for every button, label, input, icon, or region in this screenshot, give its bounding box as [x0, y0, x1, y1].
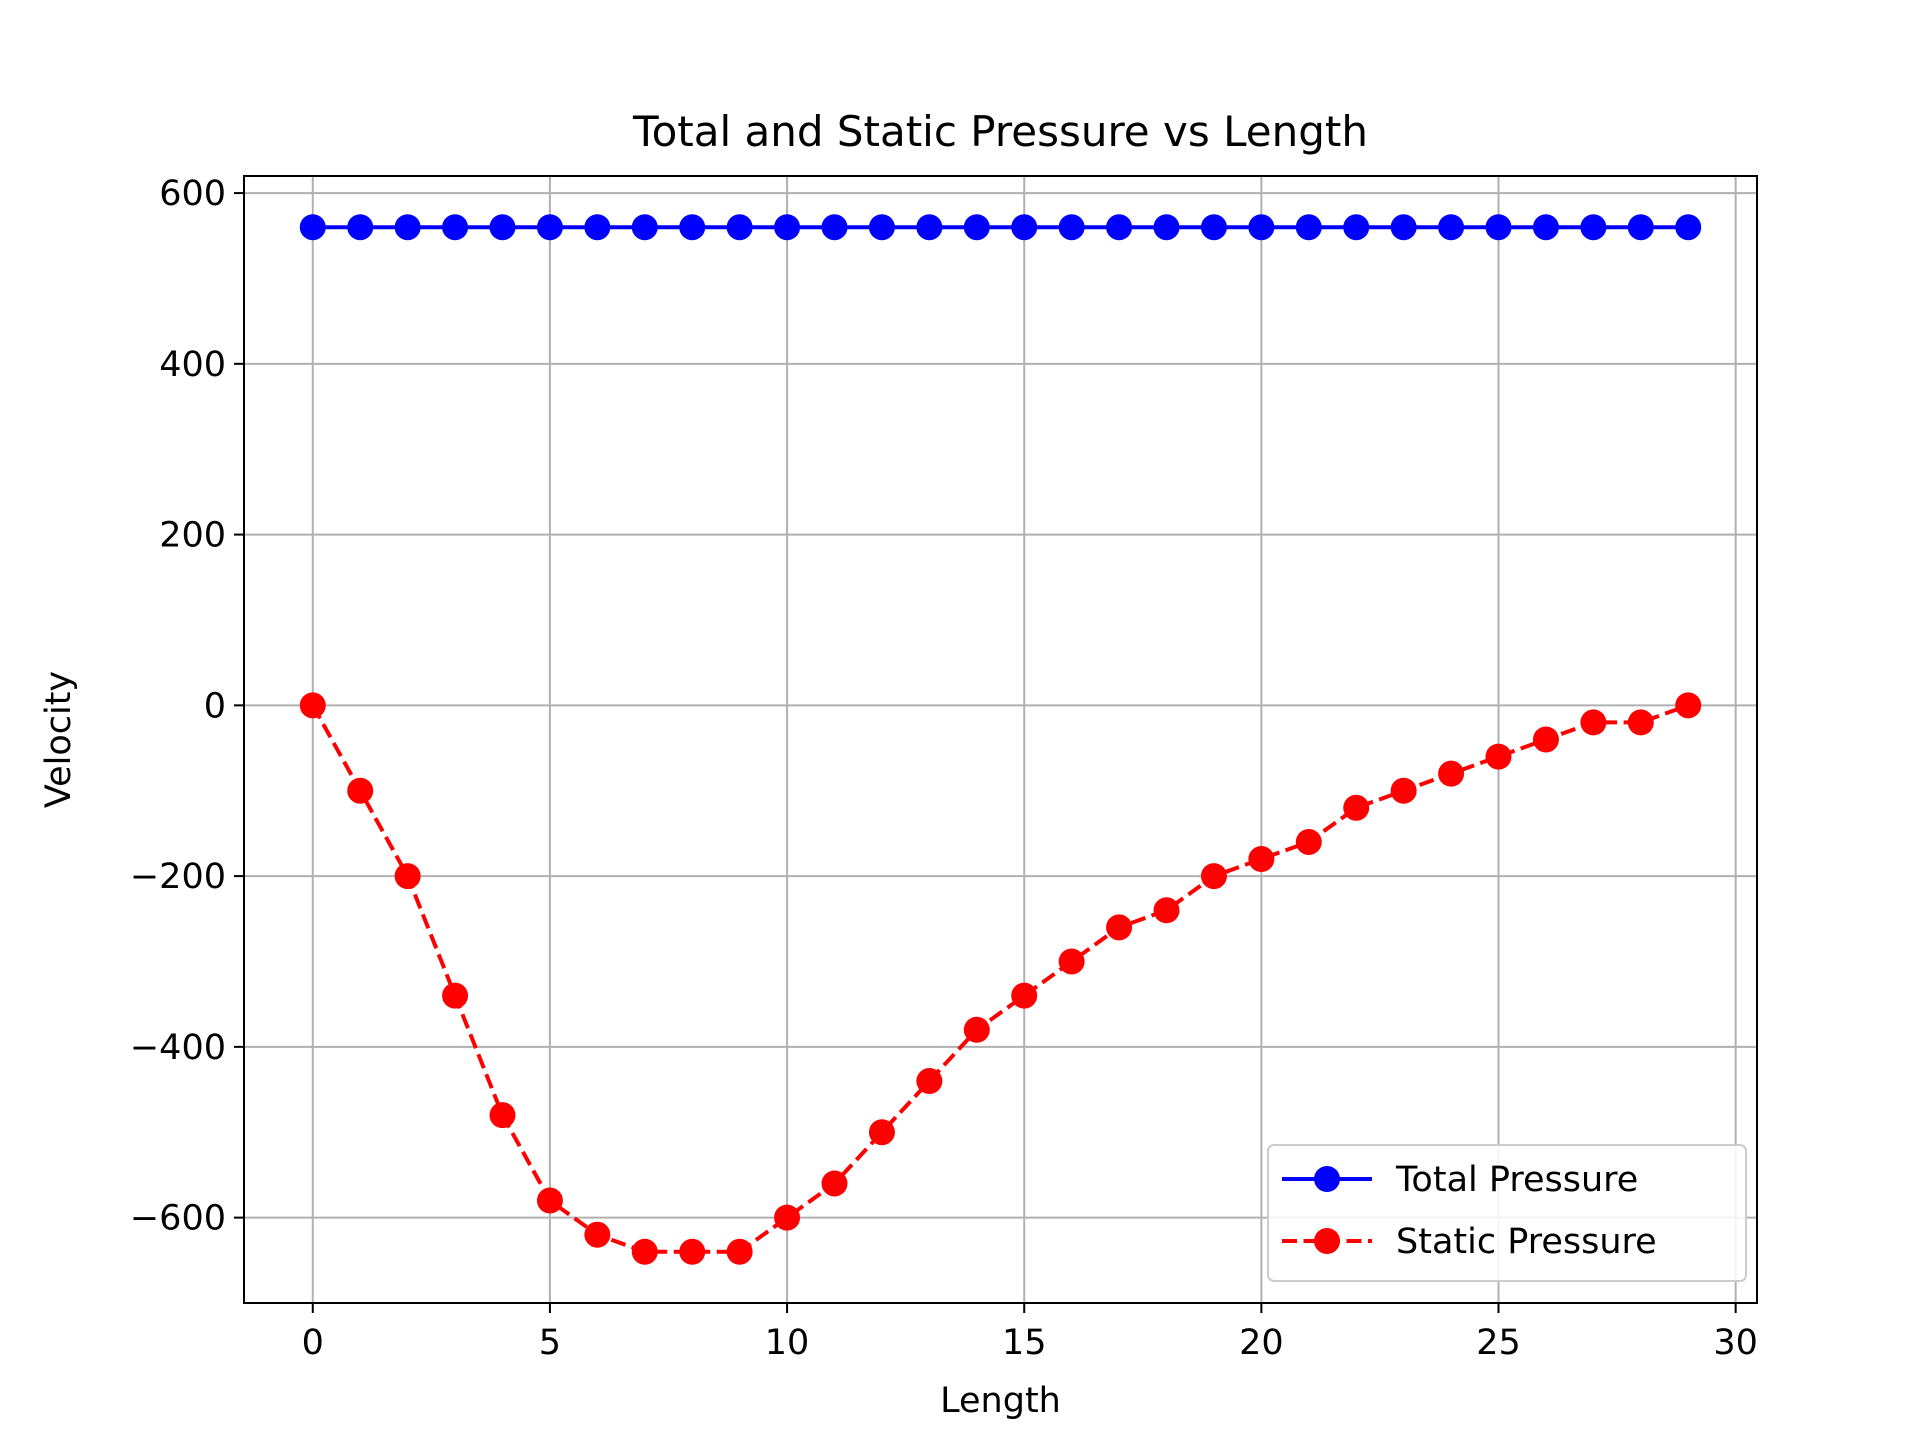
- data-point: [679, 1238, 706, 1265]
- series-line: [311, 703, 1689, 1254]
- data-point: [1295, 828, 1322, 855]
- data-point: [916, 214, 943, 241]
- data-point: [1390, 777, 1417, 804]
- axis-ticks: 0 5 10 15 20 25 30 −600 −400 −200 0 200 400 600: [130, 174, 1758, 1363]
- data-point: [584, 214, 611, 241]
- data-point: [963, 1016, 990, 1043]
- data-point: [394, 863, 421, 890]
- data-point: [1627, 214, 1654, 241]
- legend-marker: [1314, 1166, 1340, 1192]
- data-point: [442, 982, 469, 1009]
- y-tick-label: 400: [159, 345, 226, 385]
- data-point: [1580, 214, 1607, 241]
- data-point: [489, 214, 516, 241]
- data-point: [1343, 214, 1370, 241]
- data-point: [1295, 214, 1322, 241]
- data-point: [774, 214, 801, 241]
- data-point: [1200, 863, 1227, 890]
- data-point: [1627, 709, 1654, 736]
- y-axis-title: Velocity: [39, 671, 79, 808]
- data-point: [347, 777, 374, 804]
- data-point: [868, 214, 895, 241]
- data-point: [868, 1119, 895, 1146]
- plot-frame: [243, 175, 1758, 1304]
- legend-label: Static Pressure: [1396, 1222, 1657, 1262]
- data-point: [489, 1102, 516, 1129]
- data-point: [1390, 214, 1417, 241]
- data-point: [299, 214, 326, 241]
- data-point: [1200, 214, 1227, 241]
- x-tick-label: 30: [1713, 1323, 1758, 1363]
- x-tick-label: 20: [1239, 1323, 1284, 1363]
- data-point: [1485, 214, 1512, 241]
- chart-title: Total and Static Pressure vs Length: [632, 107, 1368, 156]
- y-tick-label: −400: [130, 1028, 226, 1068]
- data-point: [1058, 214, 1085, 241]
- data-point: [1532, 726, 1559, 753]
- data-point: [1248, 846, 1275, 873]
- y-tick-label: 600: [159, 174, 226, 214]
- data-point: [679, 214, 706, 241]
- x-tick-label: 15: [1002, 1323, 1047, 1363]
- data-point: [726, 214, 753, 241]
- data-point: [1106, 914, 1133, 941]
- data-point: [1675, 214, 1702, 241]
- data-point: [1011, 214, 1038, 241]
- data-point: [963, 214, 990, 241]
- grid: [244, 176, 1757, 1303]
- data-point: [347, 214, 374, 241]
- x-tick-label: 5: [539, 1323, 561, 1363]
- y-tick-label: −200: [130, 857, 226, 897]
- data-point: [536, 1187, 563, 1214]
- data-point: [1011, 982, 1038, 1009]
- data-point: [1485, 743, 1512, 770]
- data-point: [1153, 214, 1180, 241]
- data-point: [726, 1238, 753, 1265]
- legend-box: [1267, 1144, 1747, 1282]
- data-point: [916, 1068, 943, 1095]
- data-point: [1058, 948, 1085, 975]
- x-tick-label: 10: [765, 1323, 810, 1363]
- data-point: [1532, 214, 1559, 241]
- y-tick-label: 200: [159, 516, 226, 556]
- x-axis-title: Length: [940, 1381, 1061, 1421]
- data-point: [584, 1221, 611, 1248]
- plot-series: [299, 214, 1702, 1265]
- data-point: [1580, 709, 1607, 736]
- data-point: [536, 214, 563, 241]
- series-total-pressure: [299, 214, 1702, 241]
- y-tick-label: −600: [130, 1199, 226, 1239]
- data-point: [631, 1238, 658, 1265]
- data-point: [1343, 794, 1370, 821]
- data-point: [394, 214, 421, 241]
- legend-label: Total Pressure: [1395, 1160, 1638, 1200]
- data-point: [299, 692, 326, 719]
- series-static-pressure: [299, 692, 1702, 1265]
- data-point: [631, 214, 658, 241]
- data-point: [1438, 214, 1465, 241]
- x-tick-label: 0: [302, 1323, 324, 1363]
- data-point: [1438, 760, 1465, 787]
- legend: Total Pressure Static Pressure: [1267, 1144, 1747, 1282]
- data-point: [821, 214, 848, 241]
- y-tick-label: 0: [204, 686, 226, 726]
- data-point: [1153, 897, 1180, 924]
- data-point: [821, 1170, 848, 1197]
- data-point: [1106, 214, 1133, 241]
- data-point: [774, 1204, 801, 1231]
- data-point: [1248, 214, 1275, 241]
- x-tick-label: 25: [1476, 1323, 1521, 1363]
- data-point: [1675, 692, 1702, 719]
- data-point: [442, 214, 469, 241]
- legend-marker: [1314, 1228, 1340, 1254]
